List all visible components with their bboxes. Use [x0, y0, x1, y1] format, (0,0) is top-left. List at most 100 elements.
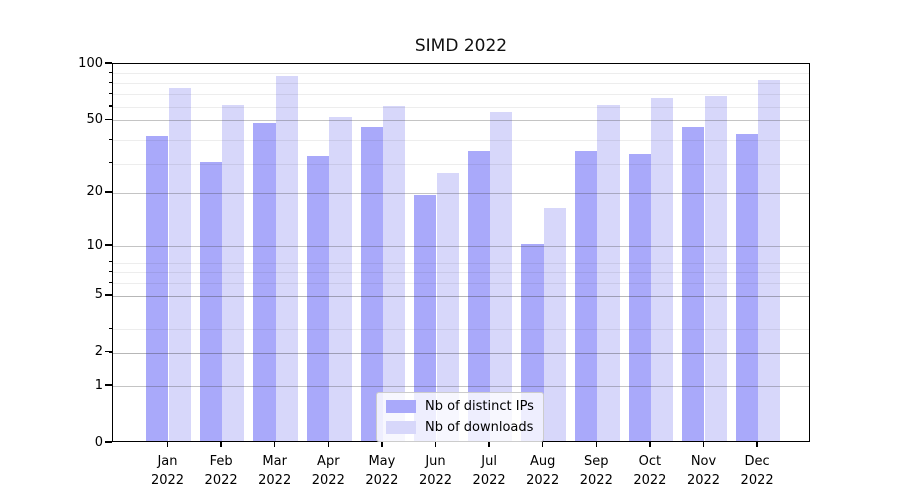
x-tick-mark — [327, 442, 329, 447]
bar-nb-of-downloads-may — [382, 106, 406, 441]
legend-swatch-nb-of-distinct-ips — [386, 400, 416, 413]
x-tick-label: Sep 2022 — [579, 454, 613, 488]
x-tick-label: Aug 2022 — [526, 454, 560, 488]
y-tick-mark-minor — [109, 294, 113, 296]
bar-nb-of-distinct-ips-nov — [682, 126, 705, 441]
gridline-minor — [113, 329, 809, 331]
gridline-major — [113, 352, 809, 354]
plot-area — [112, 63, 810, 442]
x-tick-label: Jun 2022 — [418, 454, 453, 488]
y-tick-mark-minor — [109, 138, 113, 140]
bar-nb-of-downloads-feb — [222, 104, 245, 441]
x-tick-mark — [220, 442, 222, 447]
bar-nb-of-downloads-apr — [329, 116, 352, 441]
y-tick-mark-minor — [109, 351, 113, 353]
bar-nb-of-downloads-jan — [168, 87, 191, 441]
y-tick-mark-minor — [109, 81, 113, 83]
legend-row: Nb of downloads — [386, 420, 534, 435]
x-tick-label: Oct 2022 — [633, 454, 667, 488]
bar-nb-of-downloads-oct — [650, 98, 674, 441]
legend-label-nb-of-distinct-ips: Nb of distinct IPs — [425, 399, 534, 414]
x-tick-mark — [434, 442, 437, 447]
bar-nb-of-distinct-ips-oct — [628, 153, 651, 441]
legend-label-nb-of-downloads: Nb of downloads — [425, 420, 534, 435]
bar-nb-of-downloads-jul — [490, 111, 513, 441]
bar-nb-of-distinct-ips-jan — [146, 136, 169, 441]
x-tick-mark — [274, 442, 276, 447]
x-tick-mark — [542, 442, 544, 447]
y-tick-mark-minor — [109, 71, 113, 74]
y-tick-mark — [105, 384, 112, 386]
gridline-major — [113, 295, 809, 298]
x-tick-label: Dec 2022 — [740, 454, 774, 488]
x-tick-mark — [166, 442, 169, 447]
x-tick-mark — [381, 442, 383, 447]
bar-nb-of-distinct-ips-aug — [521, 244, 544, 441]
gridline-minor — [113, 262, 809, 264]
bar-nb-of-downloads-sep — [597, 104, 620, 441]
x-tick-label: Jan 2022 — [150, 454, 185, 488]
gridline-minor — [113, 140, 809, 142]
bar-nb-of-distinct-ips-apr — [306, 156, 330, 441]
y-tick-mark-minor — [109, 92, 113, 94]
y-tick-label: 50 — [86, 111, 103, 127]
x-tick-label: Mar 2022 — [258, 454, 292, 488]
y-tick-mark — [105, 244, 112, 246]
y-tick-mark-minor — [109, 270, 113, 273]
legend-row: Nb of distinct IPs — [386, 399, 534, 414]
gridline-minor — [113, 94, 809, 96]
x-tick-label: Feb 2022 — [204, 454, 238, 488]
bar-nb-of-distinct-ips-dec — [735, 134, 759, 441]
gridline-major — [113, 192, 809, 195]
bar-nb-of-distinct-ips-feb — [199, 161, 223, 441]
y-tick-label: 0 — [94, 434, 103, 450]
gridline-major — [113, 246, 809, 248]
bar-nb-of-distinct-ips-jun — [414, 195, 437, 441]
y-tick-mark-minor — [109, 105, 113, 107]
y-tick-mark-minor — [109, 162, 113, 164]
gridline-minor — [113, 283, 809, 285]
gridline-minor — [113, 83, 809, 85]
x-tick-label: Nov 2022 — [686, 454, 721, 488]
x-tick-mark — [488, 442, 490, 447]
gridline-minor — [113, 295, 809, 297]
y-tick-label: 5 — [94, 287, 103, 303]
gridline-minor — [113, 163, 809, 165]
y-tick-mark — [105, 294, 112, 296]
gridline-minor — [113, 352, 809, 354]
x-tick-label: Apr 2022 — [311, 454, 345, 488]
y-tick-label: 10 — [86, 237, 103, 253]
y-tick-mark — [105, 118, 112, 120]
bar-nb-of-distinct-ips-jul — [467, 151, 491, 441]
bar-nb-of-downloads-dec — [758, 80, 781, 441]
gridline-major — [113, 120, 809, 122]
bar-nb-of-downloads-jun — [436, 173, 459, 441]
y-tick-mark-minor — [109, 327, 113, 329]
bar-nb-of-downloads-aug — [543, 208, 567, 441]
y-tick-mark-minor — [109, 281, 113, 283]
y-tick-mark — [105, 441, 112, 443]
y-tick-label: 2 — [94, 344, 103, 360]
bar-nb-of-distinct-ips-sep — [574, 151, 598, 441]
gridline-minor — [113, 73, 809, 75]
gridline-major — [113, 386, 809, 388]
y-tick-label: 1 — [94, 377, 103, 393]
legend-swatch-nb-of-downloads — [386, 421, 416, 434]
bar-nb-of-downloads-nov — [704, 95, 727, 441]
x-tick-label: May 2022 — [365, 454, 399, 488]
x-tick-label: Jul 2022 — [472, 454, 506, 488]
x-tick-mark — [649, 442, 651, 447]
chart-title: SIMD 2022 — [414, 36, 508, 56]
y-tick-label: 100 — [78, 55, 103, 71]
bar-nb-of-distinct-ips-mar — [253, 123, 276, 441]
x-tick-mark — [595, 442, 597, 447]
gridline-minor — [113, 106, 809, 108]
gridline-minor — [113, 272, 809, 274]
y-tick-mark-minor — [109, 261, 113, 263]
x-tick-mark — [756, 442, 758, 447]
y-tick-mark — [105, 351, 112, 353]
bar-nb-of-distinct-ips-may — [360, 126, 383, 441]
x-tick-mark — [702, 442, 705, 447]
y-tick-mark — [105, 191, 112, 193]
